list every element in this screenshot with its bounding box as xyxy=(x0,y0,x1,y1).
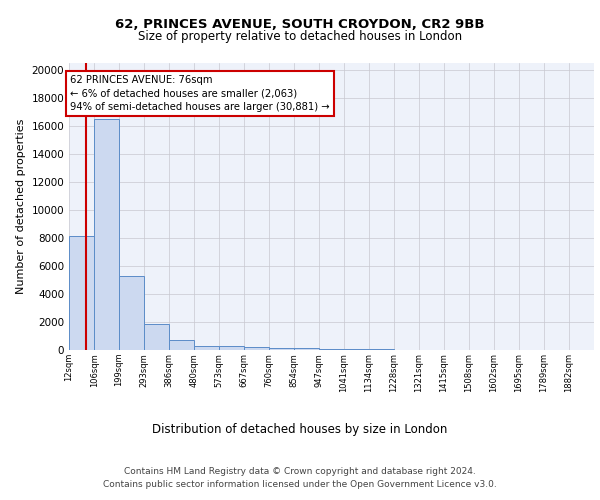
Bar xyxy=(294,348,319,350)
Text: Size of property relative to detached houses in London: Size of property relative to detached ho… xyxy=(138,30,462,43)
Bar xyxy=(344,349,369,350)
Bar xyxy=(319,349,344,350)
Bar xyxy=(269,348,294,350)
Text: 62 PRINCES AVENUE: 76sqm
← 6% of detached houses are smaller (2,063)
94% of semi: 62 PRINCES AVENUE: 76sqm ← 6% of detache… xyxy=(70,75,330,112)
Bar xyxy=(94,118,119,350)
Bar xyxy=(144,324,169,350)
Text: Contains public sector information licensed under the Open Government Licence v3: Contains public sector information licen… xyxy=(103,480,497,489)
Bar xyxy=(194,346,219,350)
Bar xyxy=(119,276,144,350)
Bar xyxy=(219,346,244,350)
Text: Distribution of detached houses by size in London: Distribution of detached houses by size … xyxy=(152,422,448,436)
Text: 62, PRINCES AVENUE, SOUTH CROYDON, CR2 9BB: 62, PRINCES AVENUE, SOUTH CROYDON, CR2 9… xyxy=(115,18,485,30)
Y-axis label: Number of detached properties: Number of detached properties xyxy=(16,118,26,294)
Bar xyxy=(169,340,194,350)
Bar xyxy=(244,347,269,350)
Text: Contains HM Land Registry data © Crown copyright and database right 2024.: Contains HM Land Registry data © Crown c… xyxy=(124,468,476,476)
Bar xyxy=(69,236,94,350)
